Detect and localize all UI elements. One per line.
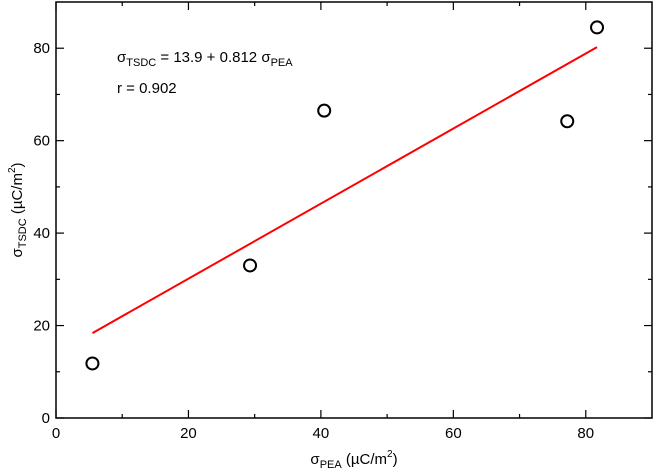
x-label-base: σ	[310, 451, 320, 468]
x-axis-tick-labels: 0 20 40 60 80	[52, 425, 594, 442]
equation-lhs: σ	[117, 49, 127, 66]
equation-rhs: σ	[261, 49, 271, 66]
equation-annotation: σTSDC = 13.9 + 0.812 σPEA	[117, 49, 293, 69]
y-axis-tick-labels: 0 20 40 60 80	[33, 40, 50, 427]
y-label-unit-post: )	[9, 162, 26, 167]
x-tick-label: 80	[577, 425, 594, 442]
equation-rhs-sub: PEA	[271, 57, 294, 69]
x-label-unit-sup: 2	[387, 449, 393, 460]
x-axis-label: σPEA (µC/m2)	[310, 449, 397, 470]
y-tick-label: 0	[42, 410, 50, 427]
data-point	[590, 20, 605, 35]
r-annotation: r = 0.902	[117, 80, 177, 97]
x-axis-ticks	[55, 2, 587, 418]
y-axis-label: σTSDC (µC/m2)	[7, 162, 29, 257]
y-tick-label: 40	[33, 225, 50, 242]
x-tick-label: 60	[445, 425, 462, 442]
equation-lhs-sub: TSDC	[126, 57, 156, 69]
y-label-sub: TSDC	[17, 218, 29, 248]
plot-frame	[55, 1, 653, 419]
data-point	[85, 356, 100, 371]
y-tick-label: 20	[33, 318, 50, 335]
y-tick-label: 80	[33, 40, 50, 57]
x-tick-label: 0	[52, 425, 60, 442]
y-axis-ticks	[56, 47, 652, 419]
y-tick-label: 60	[33, 133, 50, 150]
y-label-base: σ	[9, 248, 26, 258]
x-label-unit-post: )	[393, 451, 398, 468]
x-label-unit-pre: (µC/m	[342, 451, 387, 468]
fit-line-group	[91, 46, 598, 334]
data-points	[85, 20, 605, 371]
x-label-sub: PEA	[320, 459, 343, 470]
y-label-unit-sup: 2	[7, 167, 18, 173]
fit-line	[91, 46, 598, 334]
x-tick-label: 40	[313, 425, 330, 442]
y-label-unit-pre: (µC/m	[9, 173, 26, 218]
data-point	[243, 258, 258, 273]
data-point	[317, 103, 332, 118]
x-tick-label: 20	[180, 425, 197, 442]
data-point	[560, 114, 575, 129]
equation-mid: = 13.9 + 0.812	[156, 49, 261, 66]
